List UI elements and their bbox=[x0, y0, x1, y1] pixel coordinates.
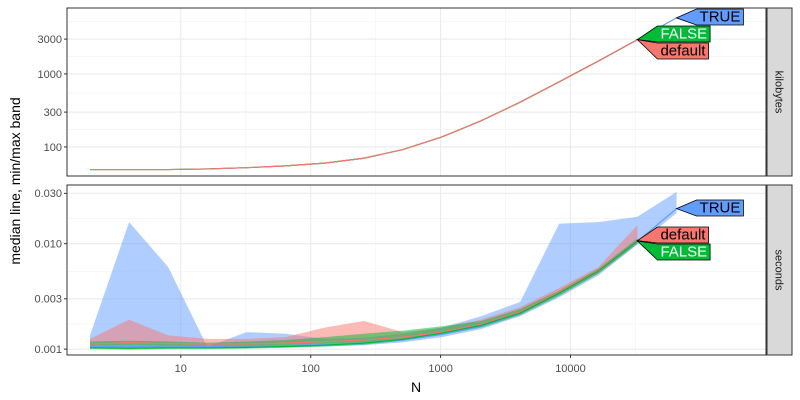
end-label-tag bbox=[636, 240, 711, 261]
end-label-text: default bbox=[660, 227, 706, 244]
y-axis-title: median line, min/max band bbox=[7, 97, 23, 264]
median-line-default-seconds bbox=[89, 240, 638, 345]
panel-kilobytes-grid bbox=[67, 8, 766, 176]
strip-kilobytes: kilobytes bbox=[766, 7, 793, 177]
end-label-tag bbox=[675, 8, 744, 26]
panel-seconds-marks bbox=[89, 191, 677, 350]
x-axis: 10 100 1000 10000 bbox=[175, 355, 586, 375]
x-tick-label: 10 bbox=[175, 363, 187, 375]
y-tick-label-seconds: 0.001 bbox=[34, 344, 62, 356]
end-label-text: default bbox=[660, 43, 706, 60]
panel-kilobytes: 100 300 1000 3000 kilobytes TRUEFALSEdefaul… bbox=[38, 7, 793, 177]
y-tick-label-kilobytes: 1000 bbox=[38, 69, 62, 81]
end-label-text: TRUE bbox=[700, 200, 741, 217]
strip-seconds: seconds bbox=[766, 184, 793, 356]
end-label-tag bbox=[636, 25, 711, 43]
panel-kilobytes-y-axis: 100 300 1000 3000 bbox=[38, 34, 67, 154]
strip-label-kilobytes: kilobytes bbox=[773, 71, 785, 114]
y-tick-label-seconds: 0.030 bbox=[34, 188, 62, 200]
median-line-false-seconds bbox=[90, 240, 638, 349]
panel-seconds-y-axis: 0.001 0.003 0.010 0.030 bbox=[34, 188, 67, 356]
end-label-text: TRUE bbox=[700, 9, 741, 26]
panel-kilobytes-marks bbox=[90, 17, 677, 171]
median-line-default-kilobytes bbox=[90, 39, 638, 171]
x-tick-label: 100 bbox=[302, 363, 320, 375]
end-label-false-seconds: FALSE bbox=[636, 240, 711, 261]
y-tick-label-kilobytes: 100 bbox=[44, 142, 62, 154]
end-label-tag bbox=[636, 226, 709, 244]
y-tick-label-kilobytes: 300 bbox=[44, 107, 62, 119]
end-label-true-kilobytes: TRUE bbox=[675, 8, 744, 26]
end-label-true-seconds: TRUE bbox=[675, 199, 744, 217]
panel-kilobytes-border bbox=[66, 7, 767, 177]
strip-label-seconds: seconds bbox=[773, 250, 785, 291]
end-label-tag bbox=[675, 199, 744, 217]
y-tick-label-seconds: 0.010 bbox=[34, 239, 62, 251]
end-label-tag bbox=[636, 38, 709, 60]
panel-seconds: 0.001 0.003 0.010 0.030 seconds TRUE default… bbox=[34, 184, 793, 356]
y-tick-label-seconds: 0.003 bbox=[34, 294, 62, 306]
end-label-text: FALSE bbox=[660, 26, 707, 43]
x-axis-title: N bbox=[411, 379, 421, 395]
end-label-text: FALSE bbox=[660, 244, 707, 261]
end-label-false-kilobytes: FALSE bbox=[636, 25, 711, 43]
y-tick-label-kilobytes: 3000 bbox=[38, 34, 62, 46]
x-tick-label: 1000 bbox=[428, 363, 452, 375]
x-tick-label: 10000 bbox=[555, 363, 586, 375]
panel-seconds-border bbox=[66, 184, 767, 356]
end-label-default-seconds: default bbox=[636, 226, 709, 244]
end-label-default-kilobytes: default bbox=[636, 38, 709, 60]
